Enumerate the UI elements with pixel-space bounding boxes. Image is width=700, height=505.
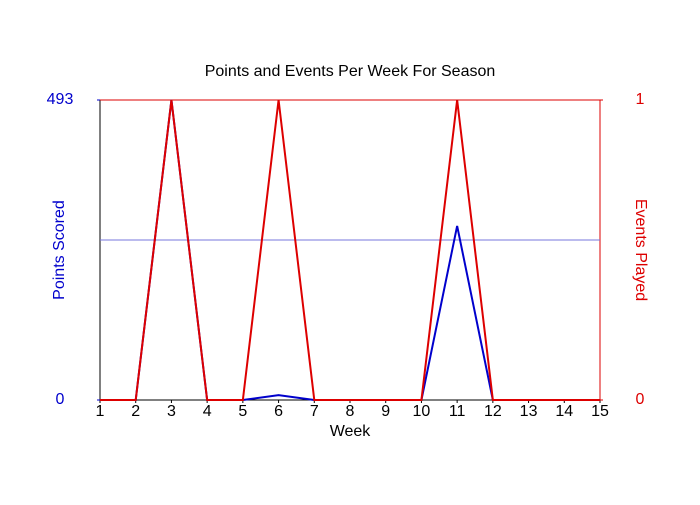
y2-tick-label: 0 (636, 391, 645, 408)
x-tick-label: 4 (203, 403, 212, 420)
x-tick-label: 1 (96, 403, 105, 420)
x-tick-label: 6 (274, 403, 283, 420)
x-tick-label: 2 (131, 403, 140, 420)
y2-axis-label: Events Played (632, 199, 649, 301)
x-tick-label: 15 (591, 403, 609, 420)
x-tick-label: 12 (484, 403, 502, 420)
line-series (100, 99, 600, 401)
line-series (100, 99, 600, 401)
y-tick-label: 493 (47, 91, 74, 108)
x-tick-label: 3 (167, 403, 176, 420)
chart-title: Points and Events Per Week For Season (205, 63, 496, 80)
y-axis-label: Points Scored (51, 200, 68, 300)
x-tick-label: 13 (520, 403, 538, 420)
x-tick-label: 10 (413, 403, 431, 420)
x-tick-label: 8 (346, 403, 355, 420)
x-axis-label: Week (330, 423, 372, 440)
x-tick-label: 7 (310, 403, 319, 420)
x-tick-label: 5 (238, 403, 247, 420)
y-tick-label: 0 (56, 391, 65, 408)
x-tick-label: 11 (449, 403, 466, 420)
x-tick-label: 14 (555, 403, 573, 420)
y2-tick-label: 1 (636, 91, 645, 108)
x-tick-label: 9 (381, 403, 390, 420)
